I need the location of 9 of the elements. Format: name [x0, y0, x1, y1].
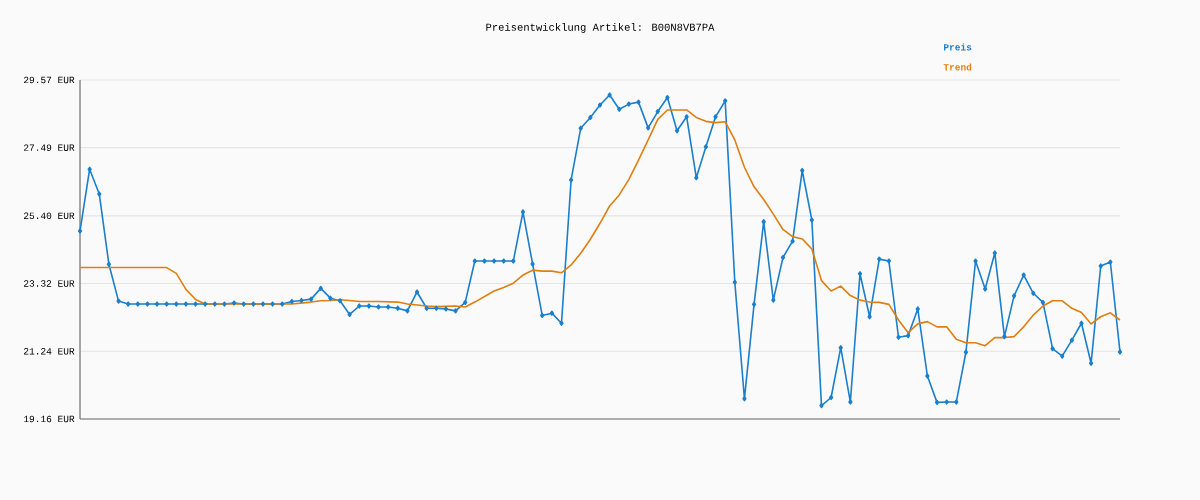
- y-tick-label: 19.16 EUR: [24, 415, 75, 423]
- y-tick-label: 23.32 EUR: [24, 280, 75, 287]
- y-tick-label: 25.40 EUR: [24, 212, 75, 220]
- y-tick-label: 29.57 EUR: [24, 76, 75, 84]
- chart-title: Preisentwicklung Artikel: B00N8VB7PA: [486, 23, 715, 33]
- y-tick-label: 27.49 EUR: [24, 144, 75, 151]
- text: Preis: [943, 43, 972, 51]
- text: Trend: [943, 63, 972, 71]
- y-tick-label: 21.24 EUR: [24, 348, 75, 355]
